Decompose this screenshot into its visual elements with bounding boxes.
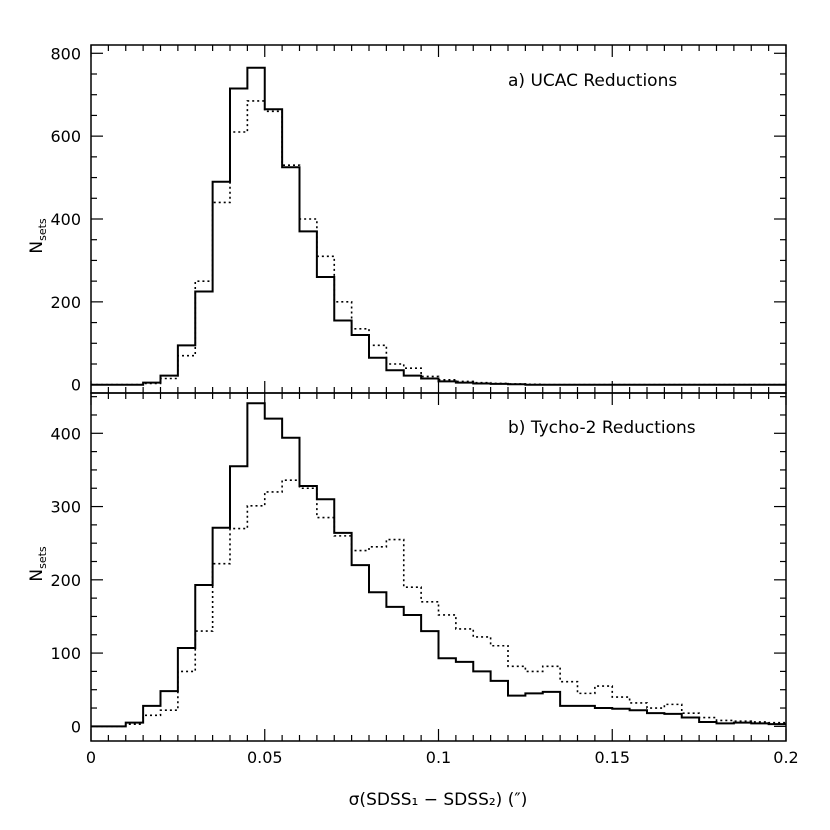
x-tick-label: 0.2 bbox=[773, 748, 798, 767]
panel-b-y-tick-label: 300 bbox=[50, 498, 81, 517]
x-tick-label: 0.15 bbox=[594, 748, 630, 767]
panel-b-y-tick-label: 0 bbox=[71, 717, 81, 736]
panel-b-frame bbox=[90, 392, 787, 742]
panel-a-y-tick-label: 800 bbox=[50, 44, 81, 63]
panel-a-y-tick-label: 200 bbox=[50, 293, 81, 312]
panel-b-y-tick-label: 200 bbox=[50, 571, 81, 590]
panel-b-series-dotted bbox=[91, 479, 786, 728]
panel-a-ucac: 0 200 400 600 800 bbox=[50, 44, 787, 395]
panel-a-y-tick-label: 0 bbox=[71, 376, 81, 395]
panel-a-y-axis-label: Nsets bbox=[27, 218, 49, 254]
x-tick-label: 0 bbox=[86, 748, 96, 767]
x-tick-label: 0.1 bbox=[426, 748, 451, 767]
panel-a-series-dotted bbox=[91, 100, 786, 386]
panel-a-y-tick-label: 600 bbox=[50, 127, 81, 146]
panel-a-title: a) UCAC Reductions bbox=[508, 71, 677, 91]
panel-b-series-solid bbox=[91, 402, 786, 728]
panel-b-tycho2: 0 100 200 300 400 0 0.05 0.1 0.15 0.2 bbox=[50, 392, 799, 767]
panel-b-y-axis-label: Nsets bbox=[27, 546, 49, 582]
panel-b-y-tick-label: 400 bbox=[50, 424, 81, 443]
panel-a-y-tick-label: 400 bbox=[50, 210, 81, 229]
x-tick-label: 0.05 bbox=[247, 748, 283, 767]
panel-b-y-tick-label: 100 bbox=[50, 644, 81, 663]
panel-b-title: b) Tycho-2 Reductions bbox=[508, 418, 696, 438]
x-axis-label: σ(SDSS₁ − SDSS₂) (″) bbox=[349, 790, 528, 810]
